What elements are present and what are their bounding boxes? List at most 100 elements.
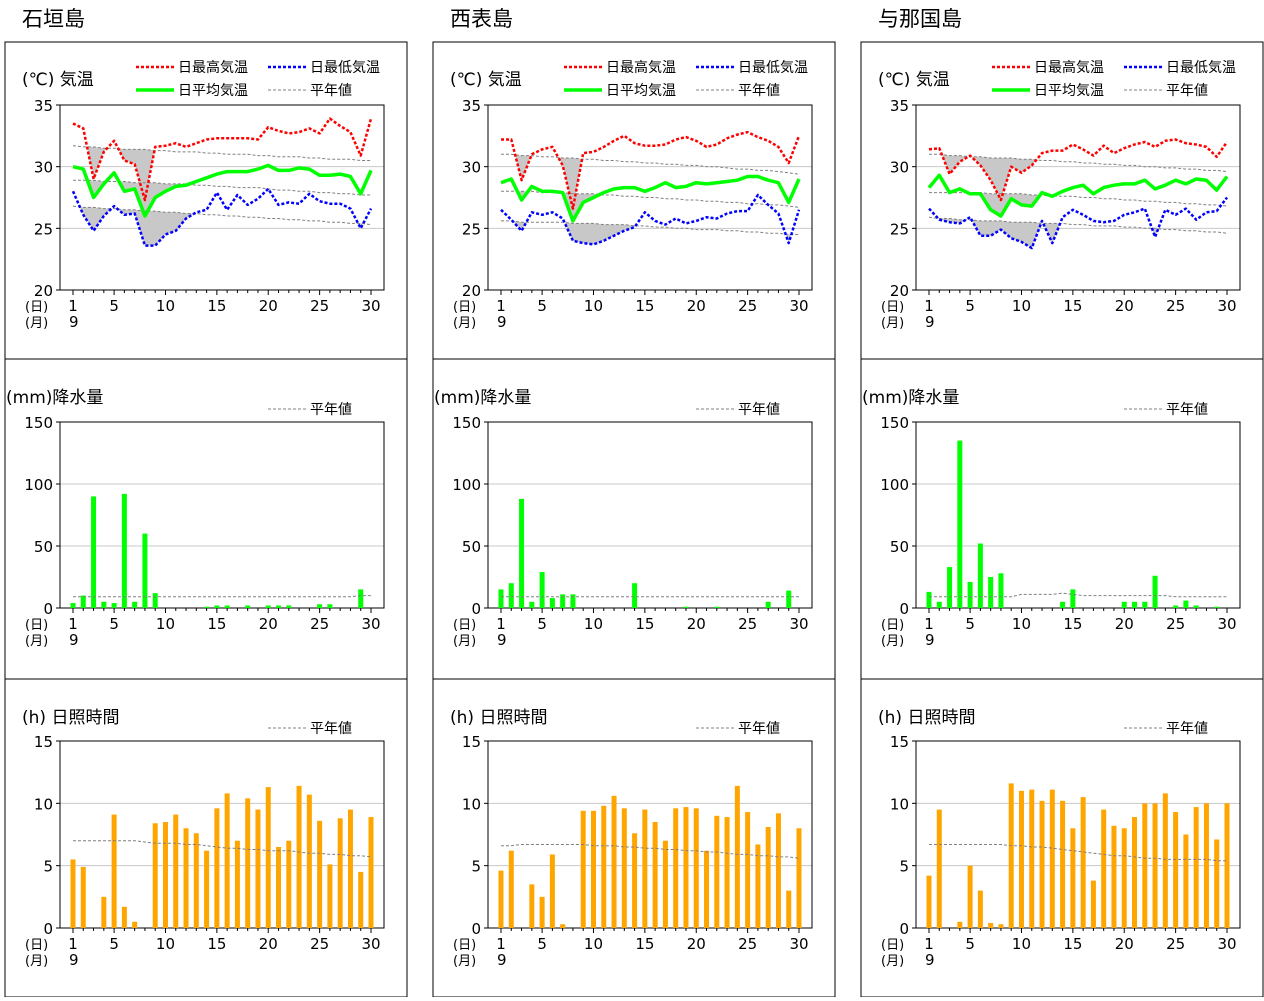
legend-min-label: 日最低気温 [738, 60, 808, 76]
sunshine-title: (h) 日照時間 [22, 708, 119, 728]
sunshine-bar [80, 866, 86, 928]
x-tick-label: 1 [496, 615, 506, 633]
sunshine-bar [498, 870, 504, 928]
sunshine-bar [662, 840, 668, 928]
y-tick-label: 35 [890, 97, 909, 115]
sunshine-bar [204, 850, 210, 928]
precipitation-title: (mm)降水量 [434, 388, 531, 408]
sunshine-bar [786, 890, 792, 928]
below-normal-avg-shade [967, 192, 1041, 216]
day-unit-label: (日) [25, 938, 48, 953]
sun-normal-line [501, 844, 800, 859]
x-tick-label: 25 [738, 615, 757, 633]
rain-bar [245, 605, 251, 608]
rain-bar [714, 606, 720, 608]
daily-min-line [71, 187, 373, 247]
month-label: 9 [497, 951, 507, 969]
sunshine-bar [1008, 783, 1014, 928]
x-tick-label: 30 [361, 297, 380, 315]
sunshine-bar [1203, 803, 1209, 928]
sunshine-bar [101, 896, 107, 928]
month-label: 9 [497, 313, 507, 331]
plot-frame [487, 740, 813, 929]
y-tick-label: 50 [462, 538, 481, 556]
sunshine-bar [132, 921, 138, 928]
month-label: 9 [69, 631, 79, 649]
x-tick-label: 25 [738, 297, 757, 315]
sunshine-bar [1049, 789, 1055, 928]
rain-bar [1132, 601, 1138, 608]
station-title: 石垣島 [22, 7, 85, 31]
rain-bar [132, 601, 138, 608]
below-normal-max-shade [558, 157, 583, 209]
rain-bar [91, 496, 97, 608]
x-tick-label: 1 [496, 935, 506, 953]
below-normal-max-shade [87, 146, 108, 179]
rain-bar [121, 493, 127, 608]
x-tick-label: 1 [924, 935, 934, 953]
rain-bar [317, 604, 323, 608]
sunshine-title: (h) 日照時間 [450, 708, 547, 728]
x-tick-label: 1 [68, 297, 78, 315]
y-tick-label: 35 [462, 97, 481, 115]
sunshine-bar [358, 871, 364, 928]
sunshine-bar [693, 808, 699, 928]
x-tick-label: 1 [924, 615, 934, 633]
sunshine-bar [1101, 809, 1107, 928]
rain-bar [358, 589, 364, 608]
x-tick-label: 15 [207, 615, 226, 633]
x-tick-label: 15 [207, 935, 226, 953]
sunshine-bar [529, 884, 535, 928]
x-tick-label: 5 [965, 935, 975, 953]
sunshine-bar [1224, 803, 1230, 928]
rain-bar [765, 601, 771, 608]
x-tick-label: 30 [1217, 935, 1236, 953]
legend-avg-label: 日平均気温 [606, 83, 676, 99]
x-tick-label: 10 [156, 297, 175, 315]
rain-bar [947, 567, 953, 608]
x-tick-label: 20 [687, 615, 706, 633]
month-unit-label: (月) [25, 316, 48, 331]
x-tick-label: 10 [584, 297, 603, 315]
legend-normal-label: 平年値 [738, 83, 780, 99]
x-tick-label: 20 [687, 297, 706, 315]
sun-normal-line [73, 840, 372, 858]
x-tick-label: 15 [207, 297, 226, 315]
station-title: 西表島 [450, 7, 513, 31]
x-tick-label: 5 [537, 297, 547, 315]
plot-frame [487, 104, 813, 291]
y-tick-label: 100 [452, 476, 481, 494]
rain-bar [327, 604, 333, 608]
sunshine-bar [162, 822, 168, 928]
sunshine-bar [936, 809, 942, 928]
y-tick-label: 0 [43, 600, 53, 618]
x-tick-label: 25 [1166, 297, 1185, 315]
sun-normal-line [929, 844, 1227, 862]
x-tick-label: 10 [156, 615, 175, 633]
day-unit-label: (日) [881, 618, 904, 633]
daily-min-line [500, 193, 801, 246]
x-tick-label: 20 [687, 935, 706, 953]
sunshine-bar [317, 820, 323, 928]
sunshine-bar [1152, 803, 1158, 928]
rain-bar [683, 606, 689, 608]
rain-bar [936, 601, 942, 608]
sunshine-bar [296, 785, 302, 928]
month-label: 9 [69, 951, 79, 969]
day-unit-label: (日) [25, 618, 48, 633]
rain-bar [988, 577, 994, 608]
x-tick-label: 30 [789, 935, 808, 953]
rain-bar [786, 590, 792, 608]
rain-bar [70, 603, 76, 608]
y-tick-label: 25 [462, 220, 481, 238]
legend-max-label: 日最高気温 [606, 59, 676, 76]
sunshine-bar [173, 814, 179, 928]
sunshine-bar [998, 924, 1004, 928]
plot-frame [487, 421, 813, 609]
sunshine-bar [1060, 800, 1066, 928]
temperature-title: (℃) 気温 [878, 70, 950, 90]
rain-bar [977, 543, 983, 608]
x-tick-label: 30 [1217, 297, 1236, 315]
sunshine-bar [111, 814, 117, 928]
